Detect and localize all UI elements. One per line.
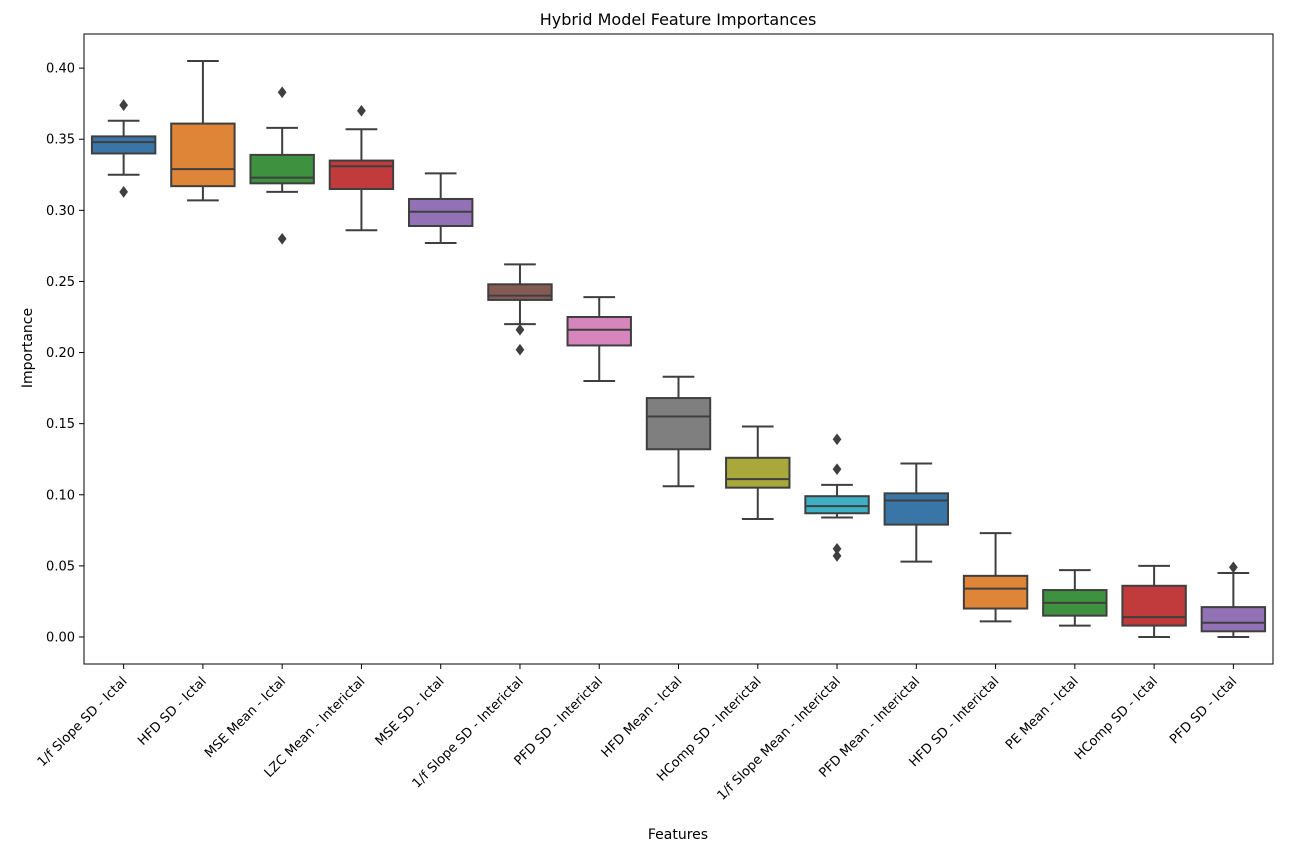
box-iqr bbox=[1121, 584, 1187, 627]
y-axis-title: Importance bbox=[20, 308, 36, 388]
box-iqr bbox=[170, 122, 236, 188]
outlier-point bbox=[1228, 561, 1238, 574]
y-tick-label: 0.30 bbox=[46, 204, 75, 219]
outlier-point bbox=[357, 104, 366, 117]
y-tick-label: 0.40 bbox=[46, 62, 75, 77]
box-group bbox=[1042, 569, 1108, 627]
box-iqr bbox=[645, 397, 712, 451]
outlier-point bbox=[119, 186, 129, 198]
box-group bbox=[962, 532, 1029, 623]
outlier-point bbox=[515, 323, 525, 336]
outlier-point bbox=[515, 343, 525, 356]
box-group bbox=[1200, 561, 1267, 638]
outlier-point bbox=[277, 232, 287, 245]
box-group bbox=[487, 263, 553, 356]
y-tick-label: 0.15 bbox=[46, 417, 75, 432]
box-iqr bbox=[725, 456, 791, 489]
outlier-point bbox=[832, 463, 842, 476]
box-group bbox=[407, 172, 474, 245]
y-tick-label: 0.10 bbox=[46, 488, 75, 503]
boxes-layer bbox=[90, 60, 1267, 638]
outlier-point bbox=[832, 433, 842, 446]
y-tick-label: 0.25 bbox=[46, 275, 75, 290]
outlier-point bbox=[277, 86, 287, 99]
box-group bbox=[725, 425, 791, 520]
y-tick-label: 0.35 bbox=[46, 133, 75, 148]
box-iqr bbox=[487, 283, 553, 301]
y-tick-label: 0.00 bbox=[46, 630, 75, 645]
box-group bbox=[328, 104, 395, 232]
box-iqr bbox=[90, 135, 157, 155]
box-group bbox=[645, 375, 712, 488]
box-group bbox=[170, 60, 236, 202]
box-iqr bbox=[249, 153, 315, 185]
y-tick-label: 0.05 bbox=[46, 559, 75, 574]
box-iqr bbox=[1200, 606, 1267, 633]
box-group bbox=[566, 296, 632, 382]
y-axis: 0.00 0.05 0.10 0.15 0.20 0.25 0.30 0.35 0.40 bbox=[46, 62, 84, 645]
y-tick-label: 0.20 bbox=[46, 346, 75, 361]
outlier-point bbox=[119, 99, 129, 111]
box-iqr bbox=[804, 495, 870, 515]
box-group bbox=[883, 462, 950, 563]
box-iqr bbox=[566, 316, 632, 347]
x-axis-title: Features bbox=[648, 827, 708, 843]
outlier-point bbox=[832, 550, 842, 562]
box-iqr bbox=[962, 574, 1029, 610]
box-group bbox=[249, 86, 315, 245]
box-group bbox=[90, 99, 157, 198]
box-group bbox=[1121, 564, 1187, 638]
box-group bbox=[804, 433, 870, 562]
box-iqr bbox=[328, 159, 395, 191]
box-iqr bbox=[883, 492, 950, 526]
plot-frame bbox=[83, 33, 1274, 665]
chart-title: Hybrid Model Feature Importances bbox=[540, 10, 817, 29]
